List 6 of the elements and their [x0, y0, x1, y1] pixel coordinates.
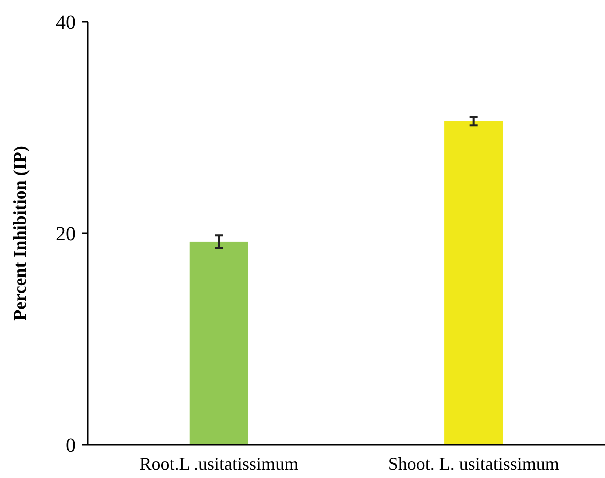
- y-tick-label: 40: [56, 12, 76, 34]
- y-tick-label: 0: [66, 435, 76, 457]
- y-tick-label: 20: [56, 224, 76, 246]
- x-tick-label: Root.L .usitatissimum: [140, 454, 299, 474]
- y-axis-title: Percent Inhibition (IP): [10, 146, 30, 321]
- x-tick-label: Shoot. L. usitatissimum: [388, 454, 560, 474]
